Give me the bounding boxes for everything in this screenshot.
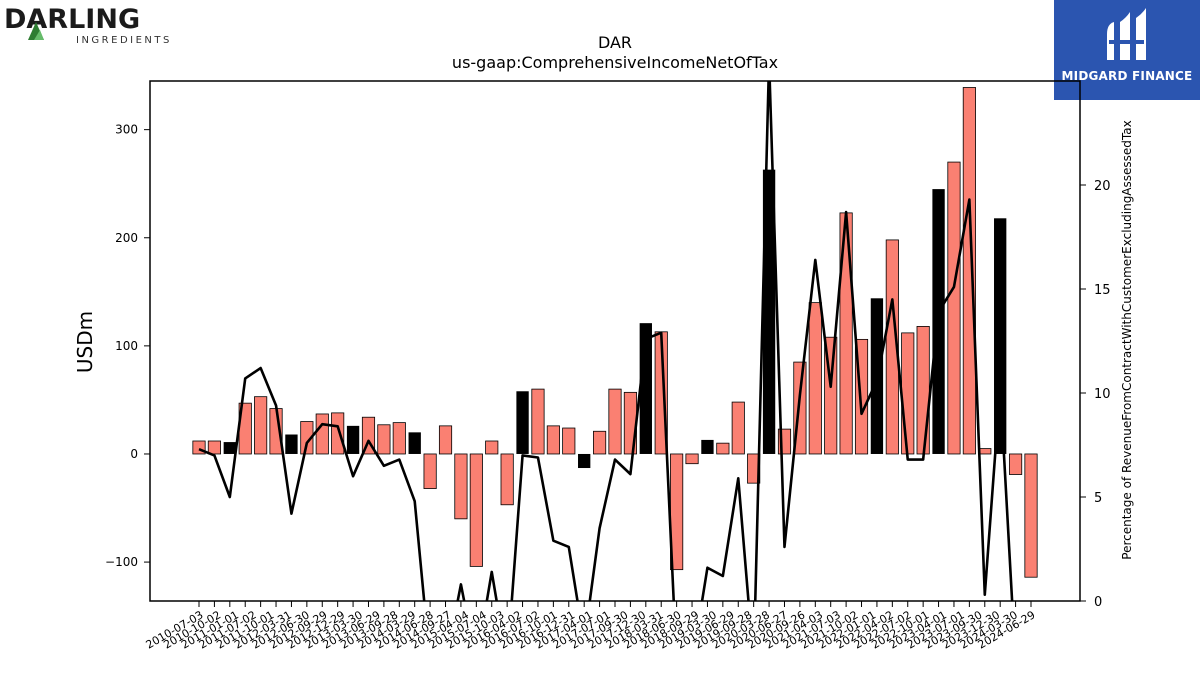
midgard-logo-text: MIDGARD FINANCE (1061, 69, 1193, 83)
chart-title: DAR (598, 33, 632, 52)
y-tick-label: 200 (115, 231, 138, 245)
bar (546, 425, 560, 455)
bar (454, 453, 468, 520)
y-tick-label: 100 (115, 339, 138, 353)
bar (1024, 453, 1038, 578)
bar (962, 87, 976, 455)
bar (315, 413, 329, 455)
y-axis-label: USDm (73, 311, 97, 373)
y2-tick-label: 20 (1094, 179, 1111, 194)
darling-ingredients-logo: DARLING INGREDIENTS (4, 2, 174, 50)
bar (223, 442, 236, 454)
bar (346, 425, 360, 454)
bar (1009, 453, 1023, 475)
bar (916, 326, 930, 455)
bar (578, 453, 591, 469)
y2-tick-label: 15 (1094, 283, 1111, 298)
bar (762, 169, 776, 454)
y2-tick-label: 10 (1094, 387, 1111, 402)
y-tick-label: −100 (105, 555, 138, 569)
y-tick-label: 300 (115, 123, 138, 137)
bar (901, 332, 915, 455)
line-layer (198, 81, 1014, 601)
bar (485, 440, 499, 455)
bar (685, 453, 699, 465)
darling-logo-subtext: INGREDIENTS (76, 35, 172, 46)
midgard-m-icon (1107, 8, 1146, 60)
bar (438, 425, 453, 455)
bar (469, 453, 483, 567)
bar (994, 218, 1007, 454)
darling-leaf-highlight-icon (34, 30, 44, 40)
bar (562, 427, 576, 455)
bar (716, 442, 730, 455)
bar (392, 422, 406, 455)
bar (331, 412, 345, 455)
y2-tick-label: 5 (1094, 491, 1102, 506)
bar (516, 391, 529, 454)
bar (701, 439, 714, 454)
darling-logo-graphic: DARLING INGREDIENTS (4, 4, 172, 46)
bar (808, 302, 822, 455)
darling-logo-wordmark: DARLING (4, 4, 140, 35)
y2-axis-label: Percentage of RevenueFromContractWithCus… (1120, 120, 1134, 559)
bar (254, 396, 268, 455)
y2-tick-label: 0 (1094, 595, 1102, 610)
bar (408, 432, 421, 454)
axes-layer: −1000100200300051015202010-07-032010-10-… (105, 123, 1111, 652)
revenue-percentage-line (198, 81, 1014, 601)
bars-layer (192, 87, 1038, 578)
bar (885, 239, 899, 455)
bar (377, 424, 391, 455)
bar (285, 434, 298, 454)
midgard-finance-logo: MIDGARD FINANCE (1054, 0, 1200, 100)
bar (593, 430, 607, 455)
bar (300, 421, 314, 455)
bar (500, 453, 514, 506)
bar (731, 401, 745, 455)
bar (531, 388, 545, 455)
bar (608, 388, 622, 455)
bar (207, 440, 221, 455)
bar (423, 453, 437, 489)
chart-subtitle: us-gaap:ComprehensiveIncomeNetOfTax (452, 53, 778, 72)
bar (947, 161, 961, 455)
y-tick-label: 0 (130, 447, 138, 461)
